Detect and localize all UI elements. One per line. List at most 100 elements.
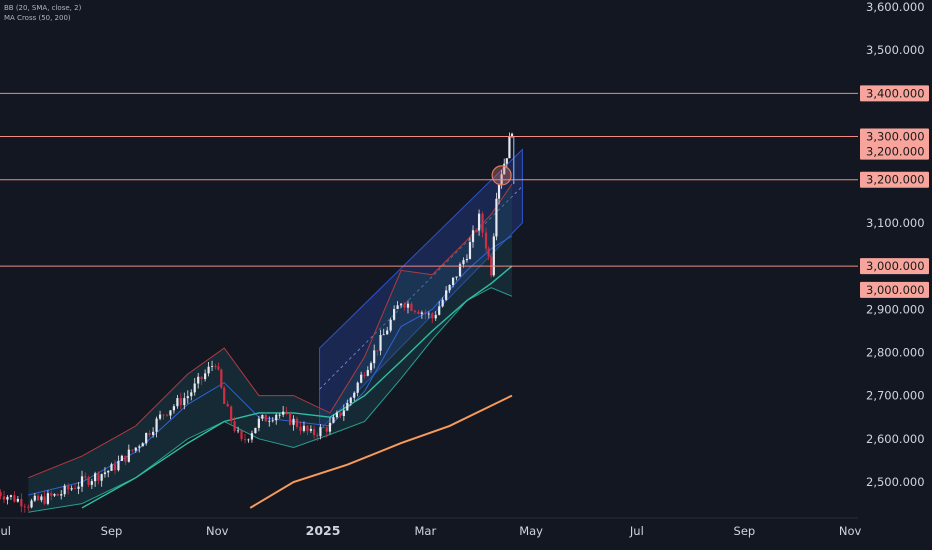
candle-body[interactable] [379,334,382,351]
candle-body[interactable] [172,406,176,411]
ma200-line[interactable] [249,394,513,509]
candle-body[interactable] [495,198,498,237]
candle-body[interactable] [271,420,274,422]
candle-body[interactable] [484,232,488,249]
candle-body[interactable] [406,303,410,308]
candle-body[interactable] [468,242,472,259]
candle-body[interactable] [420,312,423,314]
candle-body[interactable] [148,433,151,435]
candle-body[interactable] [399,303,403,306]
candle-body[interactable] [77,486,80,489]
candle-body[interactable] [67,485,70,490]
candle-body[interactable] [250,433,254,440]
candle-body[interactable] [492,236,495,276]
candle-body[interactable] [33,495,36,501]
candle-body[interactable] [332,417,335,423]
candle-body[interactable] [353,392,356,398]
candle-body[interactable] [386,330,389,335]
candle-body[interactable] [282,411,285,415]
candle-body[interactable] [27,506,30,508]
candle-body[interactable] [46,493,50,504]
candle-body[interactable] [152,431,155,435]
bb-upper-line[interactable] [28,183,513,479]
candle-body[interactable] [155,418,158,432]
candle-body[interactable] [417,311,420,314]
candle-body[interactable] [431,313,434,319]
candle-body[interactable] [462,260,465,265]
legend-bb[interactable]: BB (20, SMA, close, 2) [4,4,82,12]
candle-body[interactable] [295,418,299,427]
candle-body[interactable] [288,412,292,425]
candle-body[interactable] [113,464,117,471]
candle-body[interactable] [497,184,501,199]
candle-body[interactable] [508,136,511,159]
candle-body[interactable] [233,421,236,431]
candle-body[interactable] [309,428,312,431]
candle-body[interactable] [477,213,481,231]
candle-body[interactable] [424,312,427,315]
candle-body[interactable] [441,299,444,307]
candle-body[interactable] [373,350,376,364]
candle-body[interactable] [56,494,59,496]
candle-body[interactable] [292,418,295,425]
candle-body[interactable] [451,277,455,285]
candle-body[interactable] [335,412,339,418]
candle-body[interactable] [268,420,271,422]
candle-body[interactable] [471,230,475,243]
candle-body[interactable] [80,476,84,487]
candle-body[interactable] [193,383,196,393]
candle-body[interactable] [13,495,16,502]
candle-body[interactable] [2,496,6,500]
candle-body[interactable] [376,350,379,352]
candle-body[interactable] [445,290,448,300]
candle-body[interactable] [63,485,66,495]
candle-body[interactable] [214,366,217,367]
candle-body[interactable] [448,284,451,291]
candle-body[interactable] [275,414,278,421]
candle-body[interactable] [223,387,226,404]
candle-body[interactable] [319,427,322,437]
candle-body[interactable] [43,496,46,504]
candle-body[interactable] [53,494,56,496]
candle-body[interactable] [36,495,40,501]
candle-body[interactable] [176,398,179,407]
candle-body[interactable] [20,498,23,507]
candle-body[interactable] [363,374,366,376]
candle-body[interactable] [325,427,328,432]
candle-body[interactable] [257,418,260,428]
candle-body[interactable] [210,366,214,367]
ma50-line[interactable] [81,265,513,509]
candle-body[interactable] [342,410,345,417]
candle-body[interactable] [236,430,240,432]
candle-body[interactable] [127,449,130,462]
candle-body[interactable] [30,500,33,508]
candle-body[interactable] [162,414,165,416]
candle-body[interactable] [261,414,264,419]
candle-body[interactable] [230,406,233,422]
candle-body[interactable] [465,258,469,261]
candle-body[interactable] [90,481,93,485]
candle-body[interactable] [134,447,137,451]
candle-body[interactable] [302,425,306,431]
candle-body[interactable] [240,430,243,440]
candle-body[interactable] [145,433,148,444]
candle-body[interactable] [217,366,220,370]
candle-body[interactable] [226,403,229,407]
candle-body[interactable] [220,369,223,388]
candle-body[interactable] [103,472,107,475]
candle-body[interactable] [87,477,90,485]
candle-body[interactable] [382,334,385,336]
candle-body[interactable] [247,439,250,441]
legend-ma-cross[interactable]: MA Cross (50, 200) [4,14,71,22]
candle-body[interactable] [481,213,484,233]
candle-body[interactable] [60,494,63,496]
candle-body[interactable] [9,495,13,497]
candle-body[interactable] [346,402,349,411]
candle-body[interactable] [316,435,319,437]
trend-channel[interactable] [319,148,523,432]
candle-body[interactable] [100,474,103,481]
candle-body[interactable] [410,303,413,311]
candle-body[interactable] [487,248,490,257]
candle-body[interactable] [243,439,247,440]
candle-body[interactable] [503,163,506,175]
